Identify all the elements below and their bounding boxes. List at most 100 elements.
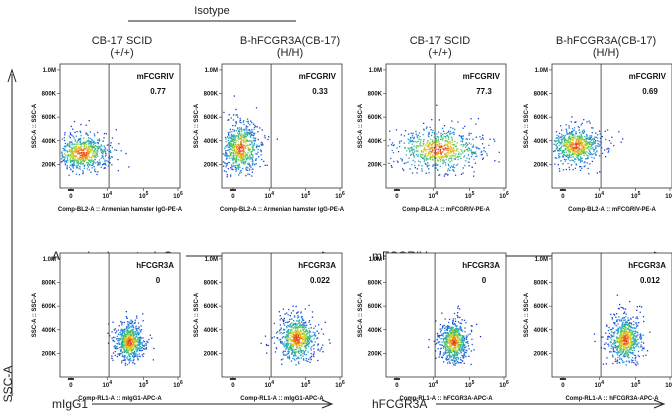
event-dot [594, 138, 596, 141]
event-dot [580, 124, 582, 126]
event-dot [558, 155, 560, 157]
event-dot [126, 338, 128, 340]
event-dot [136, 317, 138, 319]
event-dot [228, 146, 230, 148]
event-dot [138, 344, 140, 346]
event-dot [592, 147, 594, 149]
event-dot [568, 125, 570, 127]
event-dot [306, 339, 308, 341]
event-dot [480, 138, 482, 140]
event-dot [84, 154, 86, 156]
event-dot [466, 342, 468, 344]
gate-name: hFCGR3A [298, 261, 336, 270]
event-dot [561, 136, 563, 138]
event-dot [257, 131, 259, 133]
event-dot [451, 139, 453, 142]
event-dot [233, 155, 235, 157]
event-dot [456, 351, 459, 353]
side-axis: SSC-A [1, 68, 17, 402]
event-dot [92, 145, 94, 147]
event-dot [437, 159, 439, 162]
event-dot [305, 329, 308, 331]
event-dot [117, 343, 119, 345]
event-dot [310, 358, 312, 361]
event-dot [468, 355, 470, 357]
event-dot [139, 345, 141, 347]
event-dot [433, 146, 435, 149]
event-dot [473, 171, 475, 173]
event-dot [310, 335, 312, 338]
event-dot [580, 157, 582, 159]
event-dot [249, 165, 251, 167]
event-dot [70, 147, 73, 150]
event-dot [290, 360, 293, 362]
event-dot [85, 155, 87, 157]
event-dot [458, 339, 460, 341]
event-dot [253, 142, 255, 144]
event-dot [117, 170, 119, 172]
event-dot [293, 332, 295, 334]
event-dot [126, 326, 128, 328]
event-dot [403, 162, 405, 165]
event-dot [468, 132, 470, 134]
event-dot [134, 353, 136, 356]
event-dot [572, 152, 574, 154]
event-dot [245, 158, 248, 161]
event-dot [452, 321, 454, 323]
event-dot [128, 358, 130, 361]
event-dot [453, 356, 455, 358]
event-dot [243, 137, 246, 139]
event-dot [475, 136, 477, 138]
event-dot [237, 147, 239, 149]
event-dot [466, 338, 468, 340]
event-dot [460, 350, 462, 353]
event-dot [299, 323, 301, 325]
event-dot [305, 349, 307, 351]
event-dot [64, 149, 66, 151]
event-dot [71, 143, 73, 145]
event-dot [225, 138, 227, 140]
event-dot [90, 143, 92, 145]
event-dot [78, 147, 81, 149]
event-dot [258, 156, 260, 158]
event-dot [563, 153, 565, 156]
event-dot [575, 132, 577, 134]
event-dot [455, 149, 458, 151]
event-dot [288, 348, 290, 350]
event-dot [593, 153, 595, 155]
event-dot [423, 147, 426, 149]
event-dot [291, 343, 293, 345]
event-dot [294, 323, 296, 326]
event-dot [266, 352, 268, 354]
event-dot [119, 347, 121, 349]
event-dot [144, 344, 146, 346]
event-dot [441, 341, 443, 343]
event-dot [121, 342, 123, 344]
event-dot [452, 344, 454, 346]
event-dot [480, 151, 482, 153]
event-dot [453, 151, 455, 153]
event-dot [234, 150, 236, 153]
event-dot [410, 149, 412, 151]
event-dot [560, 160, 562, 162]
event-dot [115, 346, 117, 348]
event-dot [448, 147, 450, 149]
event-dot [442, 347, 444, 349]
event-dot [563, 142, 565, 145]
event-dot [300, 349, 302, 351]
event-dot [293, 354, 295, 356]
event-dot [310, 327, 312, 329]
event-dot [119, 349, 122, 351]
event-dot [479, 336, 482, 338]
event-dot [445, 351, 447, 354]
event-dot [230, 117, 232, 119]
event-dot [580, 150, 582, 152]
event-dot [564, 135, 566, 137]
event-dot [411, 136, 413, 138]
event-dot [403, 169, 405, 171]
event-dot [241, 162, 243, 164]
event-dot [587, 142, 589, 144]
event-dot [85, 159, 87, 161]
event-dot [466, 138, 468, 140]
event-dot [436, 144, 439, 146]
